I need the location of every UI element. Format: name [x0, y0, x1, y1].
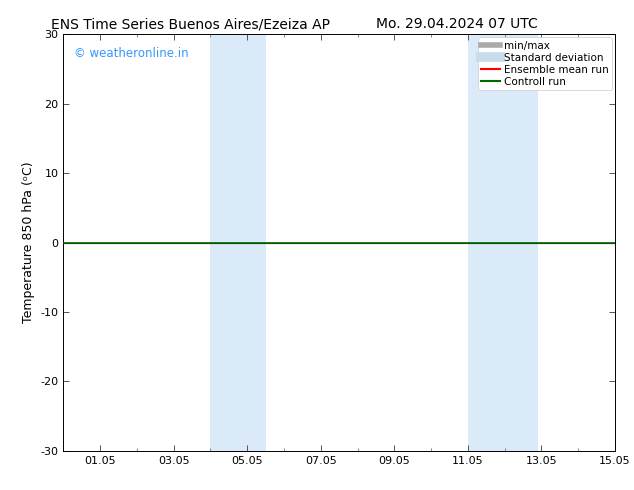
- Y-axis label: Temperature 850 hPa (ᵒC): Temperature 850 hPa (ᵒC): [22, 162, 35, 323]
- Legend: min/max, Standard deviation, Ensemble mean run, Controll run: min/max, Standard deviation, Ensemble me…: [478, 37, 612, 90]
- Text: Mo. 29.04.2024 07 UTC: Mo. 29.04.2024 07 UTC: [375, 17, 538, 31]
- Text: © weatheronline.in: © weatheronline.in: [74, 47, 189, 60]
- Bar: [210, 34, 266, 451]
- Bar: [468, 34, 538, 451]
- Text: ENS Time Series Buenos Aires/Ezeiza AP: ENS Time Series Buenos Aires/Ezeiza AP: [51, 17, 330, 31]
